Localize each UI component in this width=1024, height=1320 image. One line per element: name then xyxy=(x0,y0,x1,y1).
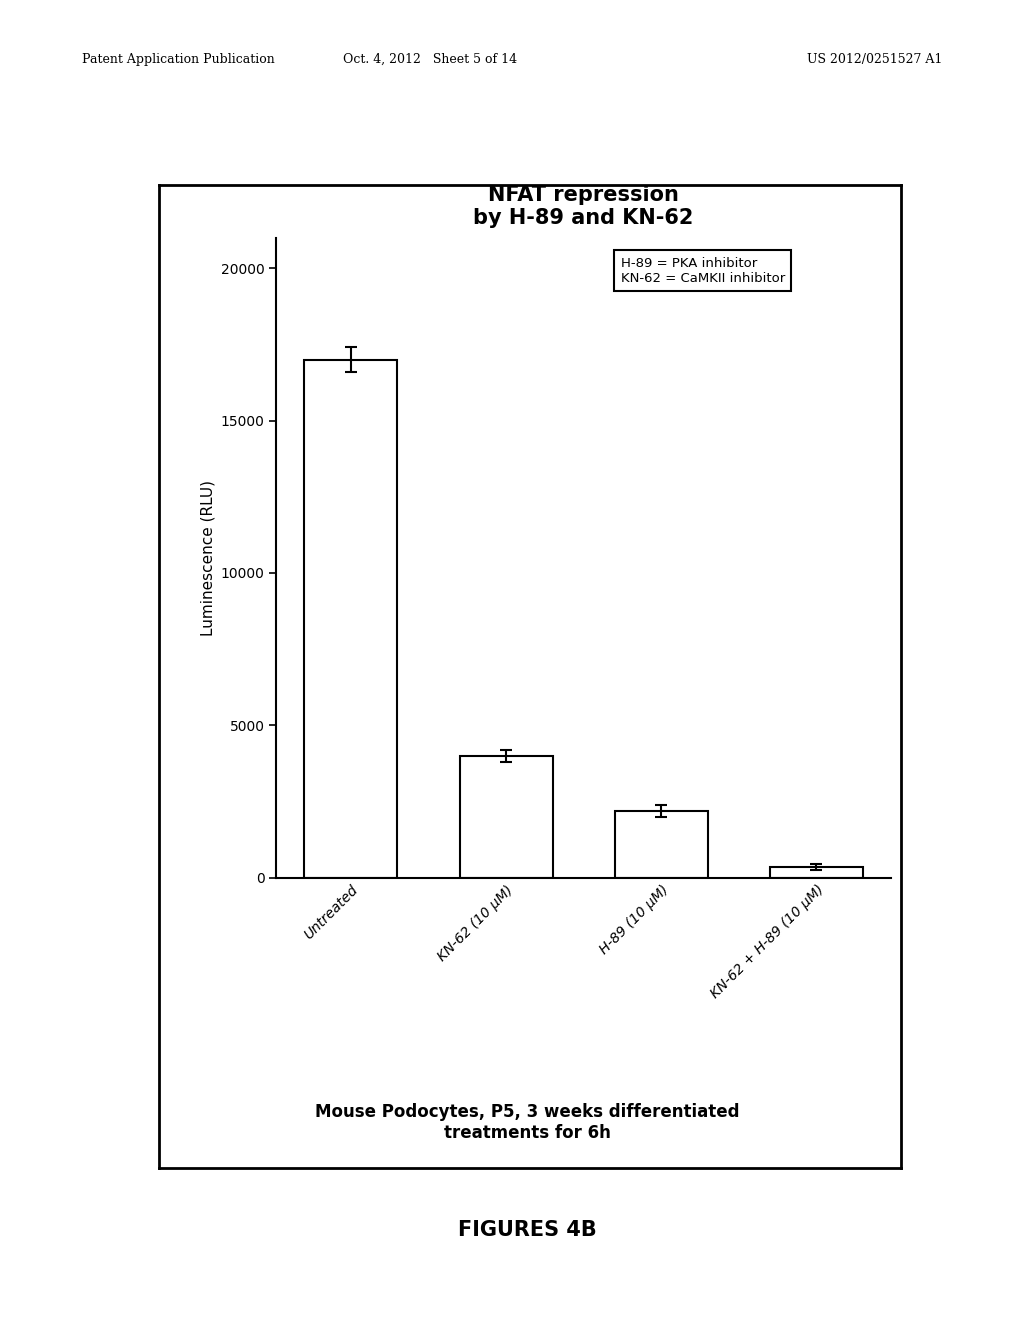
Bar xyxy=(614,810,708,878)
Bar xyxy=(304,359,397,878)
Text: US 2012/0251527 A1: US 2012/0251527 A1 xyxy=(807,53,942,66)
Text: H-89 = PKA inhibitor
KN-62 = CaMKII inhibitor: H-89 = PKA inhibitor KN-62 = CaMKII inhi… xyxy=(621,257,784,285)
Title: NFAT repression
by H-89 and KN-62: NFAT repression by H-89 and KN-62 xyxy=(473,185,694,228)
Text: Mouse Podocytes, P5, 3 weeks differentiated
treatments for 6h: Mouse Podocytes, P5, 3 weeks differentia… xyxy=(315,1104,739,1142)
Y-axis label: Luminescence (RLU): Luminescence (RLU) xyxy=(201,479,215,636)
Bar xyxy=(770,867,863,878)
Text: Patent Application Publication: Patent Application Publication xyxy=(82,53,274,66)
Text: FIGURES 4B: FIGURES 4B xyxy=(458,1220,597,1241)
Bar xyxy=(460,756,553,878)
Text: Oct. 4, 2012   Sheet 5 of 14: Oct. 4, 2012 Sheet 5 of 14 xyxy=(343,53,517,66)
